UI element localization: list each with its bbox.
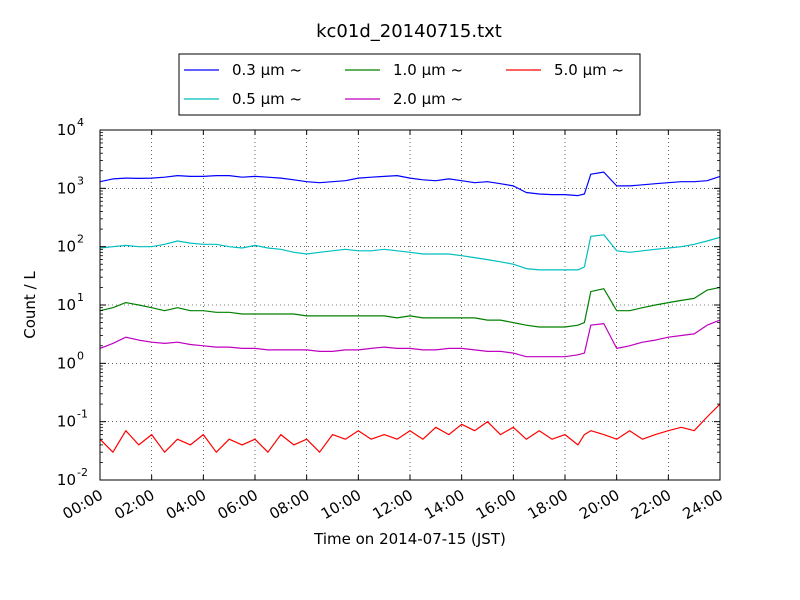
series-layer bbox=[99, 171, 721, 453]
legend-label: 0.3 μm ~ bbox=[232, 61, 302, 79]
legend-item: 0.5 μm ~ bbox=[184, 90, 302, 108]
legend-label: 0.5 μm ~ bbox=[232, 90, 302, 108]
y-tick-label: 10 0 bbox=[57, 349, 84, 372]
y-tick-exponent: 1 bbox=[77, 291, 84, 304]
y-tick-base: 10 bbox=[57, 296, 76, 314]
grid-lines bbox=[100, 130, 720, 480]
legend-item: 0.3 μm ~ bbox=[184, 61, 302, 79]
y-tick-base: 10 bbox=[57, 121, 76, 139]
legend-label: 5.0 μm ~ bbox=[554, 61, 624, 79]
y-tick-exponent: -2 bbox=[77, 466, 88, 479]
legend-box bbox=[178, 53, 641, 116]
axis-ticks bbox=[99, 129, 721, 481]
series-line-2 bbox=[99, 234, 721, 271]
y-tick-label: 10 -2 bbox=[57, 466, 88, 489]
y-tick-exponent: 3 bbox=[77, 174, 84, 187]
series-line-5 bbox=[99, 403, 721, 453]
legend-item: 5.0 μm ~ bbox=[506, 61, 624, 79]
y-tick-exponent: 2 bbox=[77, 233, 84, 246]
series-line-3 bbox=[99, 286, 721, 328]
y-tick-base: 10 bbox=[57, 238, 76, 256]
y-tick-label: 10 2 bbox=[57, 233, 84, 256]
legend-item: 2.0 μm ~ bbox=[345, 90, 463, 108]
legend-item: 1.0 μm ~ bbox=[345, 61, 463, 79]
legend-entries: 0.3 μm ~ 0.5 μm ~ 1.0 μm ~ 2.0 μm ~ 5.0 μm ~ bbox=[184, 61, 624, 108]
series-line-1 bbox=[99, 171, 721, 197]
y-tick-exponent: -1 bbox=[77, 408, 88, 421]
legend-label: 1.0 μm ~ bbox=[393, 61, 463, 79]
legend-label: 2.0 μm ~ bbox=[393, 90, 463, 108]
y-tick-base: 10 bbox=[57, 354, 76, 372]
y-tick-label: 10 3 bbox=[57, 174, 84, 197]
y-tick-exponent: 0 bbox=[77, 349, 84, 362]
y-tick-exponent: 4 bbox=[77, 116, 84, 129]
legend: 0.3 μm ~ 0.5 μm ~ 1.0 μm ~ 2.0 μm ~ 5.0 μm ~ bbox=[178, 53, 641, 116]
x-axis-label: Time on 2014-07-15 (JST) bbox=[313, 530, 506, 548]
y-tick-base: 10 bbox=[57, 413, 76, 431]
y-axis-label: Count / L bbox=[21, 271, 39, 339]
chart-title: kc01d_20140715.txt bbox=[316, 21, 502, 42]
y-tick-label: 10 4 bbox=[57, 116, 84, 139]
series-line-4 bbox=[99, 319, 721, 358]
y-tick-label: 10 1 bbox=[57, 291, 84, 314]
y-tick-base: 10 bbox=[57, 471, 76, 489]
y-tick-label: 10 -1 bbox=[57, 408, 88, 431]
y-tick-base: 10 bbox=[57, 179, 76, 197]
